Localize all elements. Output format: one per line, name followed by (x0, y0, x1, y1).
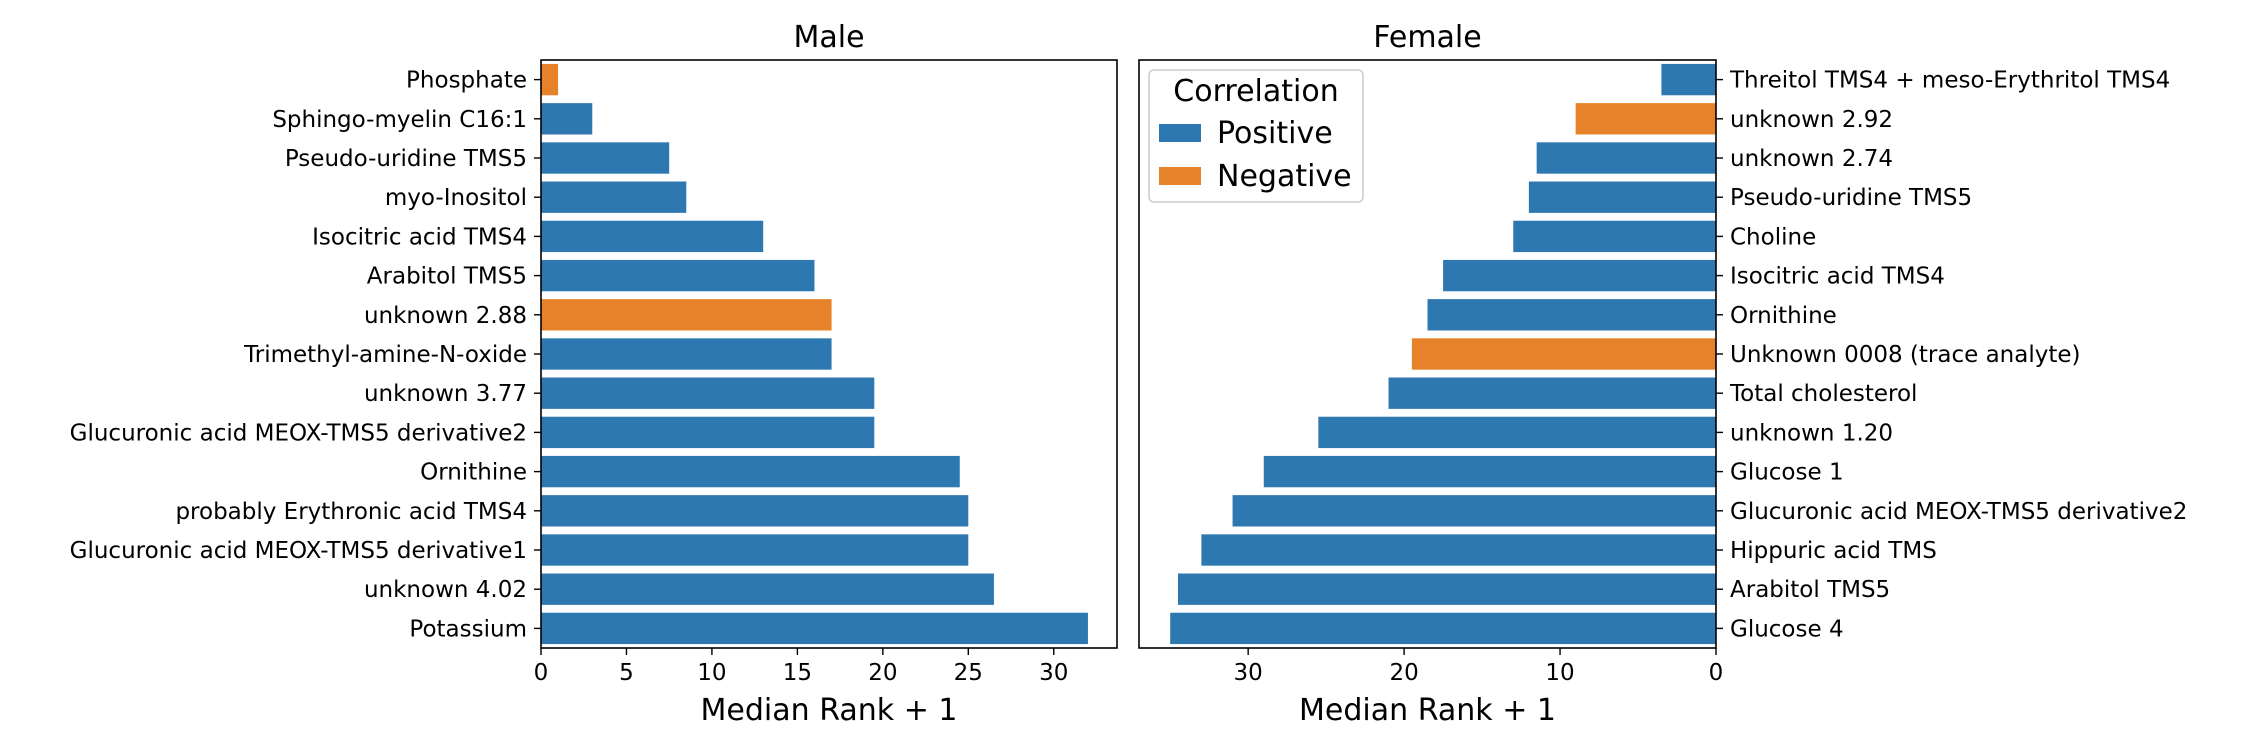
female-category-label: Threitol TMS4 + meso-Erythritol TMS4 (1729, 68, 2170, 94)
legend-label-negative: Negative (1217, 159, 1352, 194)
male-bar-glucuronic-acid-meox-tms5-derivative1 (541, 534, 969, 566)
female-bar-threitol-tms4-meso-erythritol-tms4 (1661, 63, 1716, 96)
male-xtick-label: 25 (954, 660, 983, 686)
male-category-label: unknown 2.88 (364, 303, 527, 329)
female-category-label: Pseudo-uridine TMS5 (1730, 185, 1972, 211)
male-category-label: Glucuronic acid MEOX-TMS5 derivative2 (70, 420, 527, 446)
male-bar-unknown-4-02 (541, 573, 994, 605)
female-bar-total-cholesterol (1388, 377, 1716, 409)
male-category-label: Potassium (409, 616, 527, 642)
male-category-label: unknown 3.77 (364, 381, 527, 407)
legend-swatch-negative (1159, 167, 1201, 185)
female-category-label: Arabitol TMS5 (1730, 577, 1890, 603)
legend: Correlation Positive Negative (1148, 69, 1364, 203)
male-xtick-label: 30 (1039, 660, 1068, 686)
male-category-label: Isocitric acid TMS4 (312, 224, 527, 250)
female-category-label: Isocitric acid TMS4 (1730, 264, 1945, 290)
female-category-label: unknown 2.74 (1730, 146, 1893, 172)
male-category-label: Phosphate (406, 68, 527, 94)
male-xtick-label: 15 (783, 660, 812, 686)
legend-label-positive: Positive (1217, 116, 1333, 151)
male-category-label: probably Erythronic acid TMS4 (175, 499, 527, 525)
male-category-label: Arabitol TMS5 (367, 264, 527, 290)
male-panel-title: Male (793, 20, 864, 55)
male-bar-unknown-2-88 (541, 299, 832, 331)
male-bar-glucuronic-acid-meox-tms5-derivative2 (541, 416, 875, 449)
female-x-axis-title: Median Rank + 1 (1299, 693, 1556, 728)
male-category-label: Trimethyl-amine-N-oxide (243, 342, 527, 368)
male-category-label: myo-Inositol (385, 185, 527, 211)
female-xtick-label: 20 (1389, 660, 1418, 686)
male-bar-phosphate (541, 63, 559, 96)
male-xtick-label: 5 (619, 660, 634, 686)
male-x-axis-title: Median Rank + 1 (701, 693, 958, 728)
female-bar-glucose-1 (1263, 455, 1716, 488)
male-xtick-label: 20 (868, 660, 897, 686)
male-bar-arabitol-tms5 (541, 259, 815, 292)
legend-title: Correlation (1173, 74, 1338, 109)
female-bar-unknown-2-92 (1575, 103, 1716, 135)
male-category-label: Pseudo-uridine TMS5 (285, 146, 527, 172)
male-xtick-label: 10 (697, 660, 726, 686)
male-panel: Phosphate Sphingo-myelin C16:1 Pseudo-urid… (70, 20, 1118, 728)
female-bar-unknown-2-74 (1536, 142, 1716, 174)
male-bar-potassium (541, 612, 1088, 645)
female-panel-title: Female (1373, 20, 1481, 55)
male-category-label: Sphingo-myelin C16:1 (272, 107, 527, 133)
male-xtick-label: 0 (534, 660, 549, 686)
female-category-label: Glucose 1 (1730, 460, 1844, 486)
female-bar-unknown-1-20 (1318, 416, 1716, 449)
male-bar-probably-erythronic-acid-tms4 (541, 495, 969, 527)
female-bar-glucuronic-acid-meox-tms5-derivative2 (1232, 495, 1716, 527)
male-bar-myo-inositol (541, 181, 687, 213)
female-xtick-label: 0 (1709, 660, 1724, 686)
female-bar-choline (1513, 220, 1716, 253)
male-bar-sphingo-myelin-c16-1 (541, 103, 593, 135)
female-category-label: unknown 2.92 (1730, 107, 1893, 133)
female-category-label: Total cholesterol (1729, 381, 1917, 407)
female-bar-isocitric-acid-tms4 (1443, 259, 1716, 292)
female-bar-unknown-0008-trace-analyte (1411, 338, 1716, 370)
female-panel: Threitol TMS4 + meso-Erythritol TMS4 unkn… (1138, 20, 2187, 728)
female-xtick-label: 30 (1234, 660, 1263, 686)
female-xtick-label: 10 (1545, 660, 1574, 686)
female-bar-glucose-4 (1170, 612, 1716, 645)
male-category-label: unknown 4.02 (364, 577, 527, 603)
female-category-label: Ornithine (1730, 303, 1837, 329)
male-bar-isocitric-acid-tms4 (541, 220, 764, 253)
male-category-label: Ornithine (420, 460, 527, 486)
female-bar-hippuric-acid-tms (1201, 534, 1716, 566)
male-bar-pseudo-uridine-tms5 (541, 142, 670, 174)
male-bar-unknown-3-77 (541, 377, 875, 409)
male-bar-trimethyl-amine-n-oxide (541, 338, 832, 370)
female-bar-arabitol-tms5 (1177, 573, 1716, 605)
male-bar-ornithine (541, 455, 960, 488)
female-category-label: Choline (1730, 224, 1816, 250)
female-category-label: Glucuronic acid MEOX-TMS5 derivative2 (1730, 499, 2187, 525)
female-category-label: unknown 1.20 (1730, 420, 1893, 446)
female-category-label: Hippuric acid TMS (1730, 538, 1937, 564)
female-bar-pseudo-uridine-tms5 (1528, 181, 1716, 213)
legend-box (1148, 69, 1364, 203)
female-bar-ornithine (1427, 299, 1716, 331)
male-category-label: Glucuronic acid MEOX-TMS5 derivative1 (70, 538, 527, 564)
female-category-label: Glucose 4 (1730, 616, 1844, 642)
female-category-label: Unknown 0008 (trace analyte) (1730, 342, 2080, 368)
legend-swatch-positive (1159, 124, 1201, 142)
